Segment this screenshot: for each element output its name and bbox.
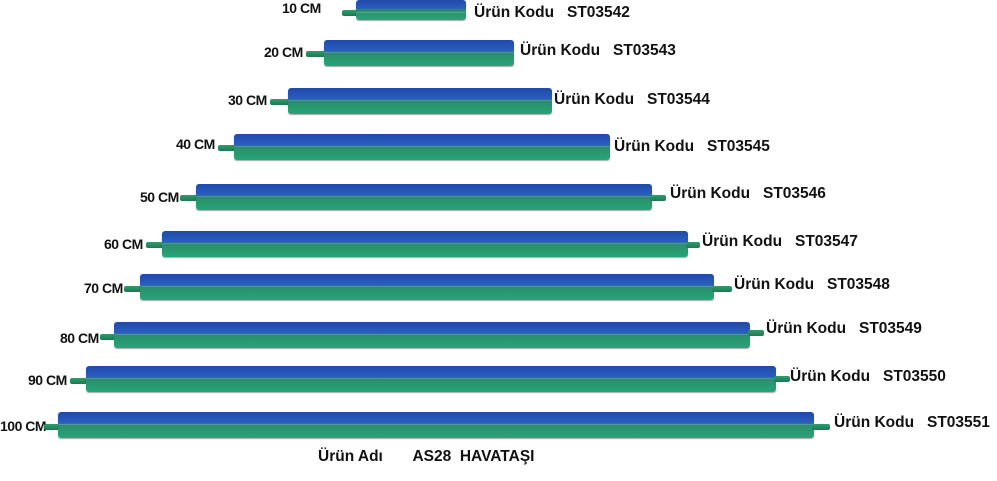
air-nozzle — [70, 378, 88, 384]
code-label: Ürün Kodu — [790, 368, 871, 385]
product-code: Ürün Kodu ST03551 — [834, 414, 990, 432]
product-row-20cm: 20 CM Ürün Kodu ST03543 — [0, 38, 997, 78]
product-row-80cm: 80 CM Ürün Kodu ST03549 — [0, 318, 997, 358]
code-value: ST03545 — [707, 138, 770, 155]
air-stone — [324, 40, 514, 66]
air-stone — [86, 366, 776, 392]
air-stone — [356, 0, 466, 20]
size-label: 90 CM — [28, 372, 67, 388]
code-value: ST03544 — [647, 91, 710, 108]
air-stone — [114, 322, 750, 348]
product-code: Ürün Kodu ST03548 — [734, 276, 890, 294]
size-label: 40 CM — [176, 136, 215, 152]
air-nozzle — [44, 424, 60, 430]
air-stone — [234, 134, 610, 160]
code-value: ST03543 — [613, 42, 676, 59]
air-stone — [288, 88, 552, 114]
code-value: ST03547 — [795, 233, 858, 250]
product-name-label: Ürün Adı — [318, 448, 383, 465]
code-value: ST03551 — [927, 414, 990, 431]
product-code: Ürün Kodu ST03547 — [702, 233, 858, 251]
code-label: Ürün Kodu — [702, 233, 783, 250]
size-label: 10 CM — [282, 0, 321, 16]
air-nozzle — [146, 242, 164, 248]
air-nozzle-end — [686, 242, 700, 248]
air-stone — [162, 231, 688, 257]
code-value: ST03548 — [827, 276, 890, 293]
air-nozzle — [180, 195, 198, 201]
product-row-100cm: 100 CM Ürün Kodu ST03551 — [0, 410, 997, 450]
air-nozzle-end — [712, 286, 732, 292]
size-label: 20 CM — [264, 44, 303, 60]
product-row-90cm: 90 CM Ürün Kodu ST03550 — [0, 364, 997, 404]
air-nozzle — [218, 145, 236, 151]
product-code: Ürün Kodu ST03543 — [520, 42, 676, 60]
size-label: 100 CM — [0, 418, 47, 434]
product-row-40cm: 40 CM Ürün Kodu ST03545 — [0, 132, 997, 172]
product-code: Ürün Kodu ST03549 — [766, 320, 922, 338]
air-nozzle-end — [812, 424, 830, 430]
product-code: Ürün Kodu ST03546 — [670, 185, 826, 203]
size-label: 50 CM — [140, 189, 179, 205]
code-label: Ürün Kodu — [520, 42, 601, 59]
air-nozzle-end — [650, 195, 666, 201]
code-label: Ürün Kodu — [614, 138, 695, 155]
code-value: ST03549 — [859, 320, 922, 337]
product-code: Ürün Kodu ST03550 — [790, 368, 946, 386]
code-label: Ürün Kodu — [766, 320, 847, 337]
air-stone — [140, 274, 714, 300]
air-nozzle-end — [748, 330, 764, 336]
product-row-60cm: 60 CM Ürün Kodu ST03547 — [0, 228, 997, 268]
product-code: Ürün Kodu ST03545 — [614, 138, 770, 156]
code-label: Ürün Kodu — [734, 276, 815, 293]
size-label: 60 CM — [104, 236, 143, 252]
product-name: Ürün Adı AS28 HAVATAŞI — [318, 448, 534, 466]
code-value: ST03542 — [567, 4, 630, 21]
product-row-10cm: 10 CM Ürün Kodu ST03542 — [0, 0, 997, 40]
code-label: Ürün Kodu — [670, 185, 751, 202]
air-nozzle — [270, 99, 290, 105]
code-label: Ürün Kodu — [834, 414, 915, 431]
air-stone — [196, 184, 652, 210]
product-name-value: AS28 HAVATAŞI — [412, 448, 535, 465]
size-label: 30 CM — [228, 92, 267, 108]
product-row-70cm: 70 CM Ürün Kodu ST03548 — [0, 272, 997, 312]
air-nozzle — [342, 10, 358, 16]
code-value: ST03546 — [763, 185, 826, 202]
product-row-50cm: 50 CM Ürün Kodu ST03546 — [0, 181, 997, 221]
product-row-30cm: 30 CM Ürün Kodu ST03544 — [0, 86, 997, 126]
air-nozzle — [100, 334, 116, 340]
size-label: 70 CM — [84, 280, 123, 296]
air-nozzle — [124, 286, 142, 292]
code-value: ST03550 — [883, 368, 946, 385]
air-nozzle-end — [774, 376, 790, 382]
air-stone — [58, 412, 814, 438]
code-label: Ürün Kodu — [554, 91, 635, 108]
size-label: 80 CM — [60, 330, 99, 346]
air-nozzle — [306, 51, 326, 57]
product-code: Ürün Kodu ST03542 — [474, 4, 630, 22]
product-code: Ürün Kodu ST03544 — [554, 91, 710, 109]
code-label: Ürün Kodu — [474, 4, 555, 21]
